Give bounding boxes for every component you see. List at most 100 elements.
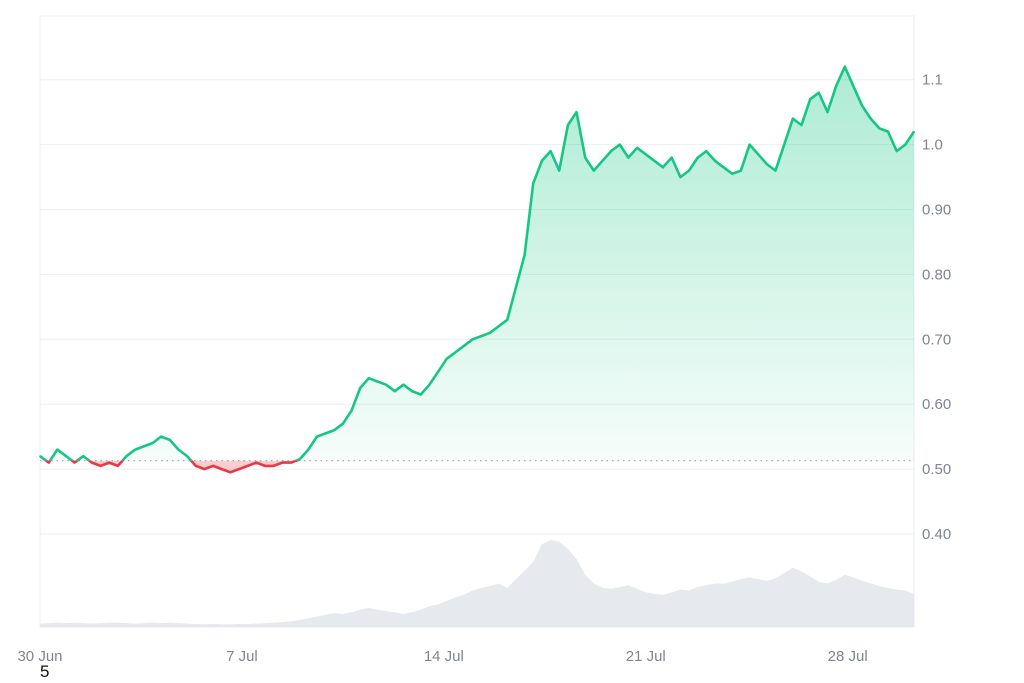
price-point bbox=[644, 153, 647, 156]
y-tick-label: 0.70 bbox=[922, 331, 951, 348]
price-point bbox=[532, 182, 534, 185]
price-point bbox=[151, 442, 154, 444]
price-fill-above-baseline bbox=[40, 66, 914, 461]
price-point bbox=[662, 166, 664, 169]
price-point bbox=[402, 383, 405, 386]
price-point bbox=[376, 380, 379, 383]
volume-area-path bbox=[40, 540, 914, 627]
price-point bbox=[229, 471, 232, 474]
price-point bbox=[887, 130, 889, 133]
price-point bbox=[584, 156, 586, 159]
price-point bbox=[169, 439, 171, 441]
price-point bbox=[411, 390, 413, 393]
price-point bbox=[766, 163, 768, 165]
price-point bbox=[39, 455, 41, 457]
y-tick-label: 0.80 bbox=[922, 266, 951, 283]
volume-area bbox=[40, 540, 914, 627]
price-point bbox=[489, 332, 491, 334]
price-point bbox=[108, 461, 110, 464]
price-point bbox=[195, 465, 197, 467]
price-point bbox=[125, 455, 128, 457]
price-point bbox=[454, 351, 457, 354]
price-point bbox=[792, 117, 794, 120]
y-tick-label: 0.50 bbox=[922, 461, 951, 478]
price-point bbox=[705, 150, 708, 152]
price-point bbox=[359, 387, 362, 389]
y-tick-label: 0.60 bbox=[922, 396, 951, 413]
price-point bbox=[480, 335, 483, 337]
price-point bbox=[238, 468, 240, 470]
price-point bbox=[350, 409, 353, 412]
price-point bbox=[549, 150, 552, 152]
price-point bbox=[506, 319, 509, 321]
price-fill bbox=[40, 66, 914, 473]
price-point bbox=[558, 169, 560, 172]
price-point bbox=[878, 127, 881, 130]
price-point bbox=[298, 458, 301, 461]
price-point bbox=[670, 156, 673, 159]
y-axis-ticks: 0.40 0.50 0.60 0.70 0.80 0.90 1.0 1.1 bbox=[922, 72, 951, 543]
price-point bbox=[740, 169, 742, 172]
price-point bbox=[220, 468, 223, 470]
x-tick-label: 21 Jul bbox=[626, 648, 666, 665]
price-point bbox=[428, 383, 431, 386]
y-tick-label: 0.90 bbox=[922, 202, 951, 219]
price-point bbox=[316, 435, 318, 438]
price-point bbox=[281, 461, 284, 464]
price-point bbox=[895, 150, 898, 152]
price-point bbox=[186, 455, 188, 457]
price-point bbox=[497, 325, 500, 328]
price-point bbox=[117, 465, 119, 467]
price-point bbox=[177, 448, 180, 451]
price-point bbox=[593, 169, 595, 172]
price-point bbox=[160, 435, 162, 438]
price-point bbox=[134, 448, 136, 451]
price-point bbox=[437, 371, 439, 373]
price-point bbox=[757, 153, 759, 156]
price-line bbox=[39, 65, 916, 474]
price-point bbox=[653, 160, 656, 162]
price-point bbox=[541, 160, 543, 162]
price-point bbox=[619, 143, 621, 146]
price-point bbox=[844, 65, 846, 68]
price-point bbox=[869, 117, 872, 120]
price-point bbox=[610, 150, 612, 152]
price-point bbox=[91, 461, 93, 464]
price-point bbox=[774, 169, 777, 172]
price-point bbox=[714, 160, 716, 162]
price-point bbox=[324, 432, 327, 435]
price-point bbox=[748, 143, 751, 146]
x-tick-label: 7 Jul bbox=[226, 648, 258, 665]
price-point bbox=[272, 465, 275, 467]
price-point bbox=[800, 124, 803, 126]
price-point bbox=[913, 130, 915, 133]
price-point bbox=[627, 156, 630, 159]
price-point bbox=[722, 166, 725, 169]
y-tick-label: 1.0 bbox=[922, 137, 943, 154]
price-point bbox=[143, 445, 145, 448]
price-point bbox=[368, 377, 370, 380]
price-point bbox=[471, 338, 474, 341]
y-tick-label: 1.1 bbox=[922, 72, 943, 89]
price-point bbox=[290, 461, 292, 464]
x-tick-label: 28 Jul bbox=[828, 648, 868, 665]
price-point bbox=[835, 85, 837, 87]
price-point bbox=[333, 429, 336, 432]
price-point bbox=[385, 383, 387, 386]
price-point bbox=[420, 393, 422, 396]
price-point bbox=[783, 143, 785, 146]
price-point bbox=[696, 156, 699, 159]
corner-note: 5 bbox=[40, 662, 50, 681]
price-line-up bbox=[39, 65, 916, 461]
price-point bbox=[246, 465, 249, 467]
price-point bbox=[809, 98, 811, 100]
price-point bbox=[523, 254, 526, 256]
price-point bbox=[203, 468, 206, 470]
x-axis-ticks: 30 Jun 7 Jul 14 Jul 21 Jul 28 Jul bbox=[17, 648, 867, 665]
price-point bbox=[73, 461, 76, 464]
price-point bbox=[445, 358, 448, 360]
price-point bbox=[99, 465, 102, 467]
price-point bbox=[515, 286, 517, 289]
price-point bbox=[82, 455, 85, 457]
